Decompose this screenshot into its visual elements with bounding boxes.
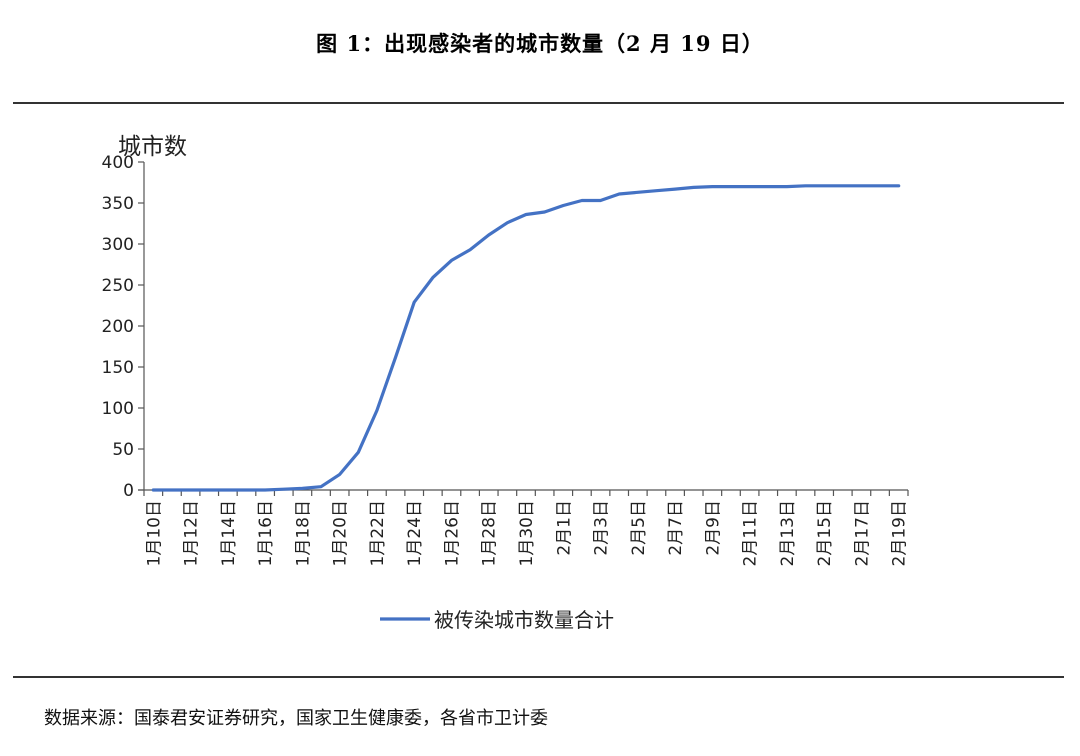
y-tick-label: 150 [102,358,134,378]
x-tick-label: 2月3日 [592,500,612,556]
x-tick-label: 1月20日 [331,500,351,566]
bottom-rule [13,676,1064,678]
y-axis-label: 城市数 [118,134,187,160]
x-tick-label: 1月28日 [480,500,500,566]
y-tick-label: 250 [102,276,134,296]
x-tick-label: 1月22日 [368,500,388,566]
x-tick-label: 1月30日 [517,500,537,566]
x-tick-label: 1月26日 [442,500,462,566]
x-tick-label: 2月17日 [852,500,872,566]
x-tick-label: 1月18日 [293,500,313,566]
x-tick-label: 1月10日 [144,500,164,566]
y-tick-label: 350 [102,194,134,214]
x-tick-label: 2月9日 [703,500,723,556]
x-axis: 1月10日 1月12日 1月14日 1月16日 1月18日 1月20日 1月22日 1月24日… [138,489,910,566]
series-line [151,184,901,492]
y-tick-label: 300 [102,235,134,255]
data-source-note: 数据来源：国泰君安证券研究，国家卫生健康委，各省市卫计委 [44,708,548,729]
x-tick-label: 2月5日 [629,500,649,556]
legend: 被传染城市数量合计 [380,608,614,632]
figure-title: 图 1：出现感染者的城市数量（2 月 19 日） [316,31,764,56]
x-tick-label: 2月11日 [741,500,761,566]
x-tick-label: 1月14日 [219,500,239,566]
legend-label: 被传染城市数量合计 [434,608,614,632]
x-tick-label: 2月13日 [778,500,798,566]
y-tick-label: 50 [112,440,134,460]
y-tick-label: 200 [102,317,134,337]
x-tick-label: 1月12日 [182,500,202,566]
y-tick-label: 100 [102,399,134,419]
y-tick-label: 0 [123,481,134,501]
x-tick-label: 1月16日 [256,500,276,566]
y-axis: 0 50 100 150 200 250 300 350 400 [102,153,145,501]
x-tick-label: 2月7日 [666,500,686,556]
top-rule [13,102,1064,104]
x-tick-label: 2月1日 [554,500,574,556]
x-tick-label: 2月15日 [815,500,835,566]
x-tick-label: 2月19日 [890,500,910,566]
y-tick-label: 400 [102,153,134,173]
x-tick-label: 1月24日 [405,500,425,566]
